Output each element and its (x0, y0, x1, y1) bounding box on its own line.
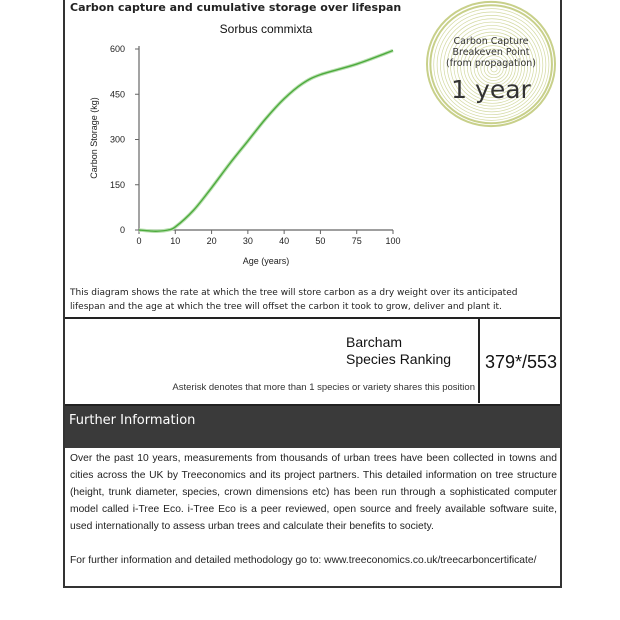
tree-ring (446, 21, 538, 110)
tree-ring (487, 62, 501, 76)
species-ranking: Barcham Species Ranking Asterisk denotes… (65, 317, 560, 403)
further-info-body: Over the past 10 years, measurements fro… (70, 450, 557, 569)
tree-ring (433, 8, 550, 121)
tree-ring (426, 0, 556, 128)
ranking-title: Barcham Species Ranking (346, 334, 451, 368)
x-tick-label: 50 (315, 236, 325, 246)
y-tick-label: 600 (110, 44, 125, 54)
breakeven-badge: Carbon Capture Breakeven Point (from pro… (426, 0, 556, 128)
y-tick-label: 150 (110, 180, 125, 190)
series-line (138, 49, 394, 232)
y-axis-label: Carbon Storage (kg) (89, 97, 99, 179)
ranking-value: 379*/553 (485, 352, 558, 372)
tree-ring (490, 65, 498, 73)
breakeven-value: 1 year (451, 75, 531, 104)
tree-ring (480, 55, 507, 81)
tree-ring (453, 28, 532, 104)
y-tick-label: 450 (110, 89, 125, 99)
tree-ring (436, 11, 547, 118)
breakeven-label-2: Breakeven Point (453, 47, 530, 58)
ranking-title-line1: Barcham (346, 334, 403, 350)
x-tick-label: 100 (385, 236, 400, 246)
carbon-storage-chart: Sorbus commixta Carbon Storage (kg) Age … (89, 22, 401, 266)
tree-ring (456, 31, 528, 101)
x-tick-label: 20 (207, 236, 217, 246)
chart-description: This diagram shows the rate at which the… (70, 288, 518, 312)
tree-ring (429, 4, 553, 125)
certificate-page: Sorbus commixta Carbon Storage (kg) Age … (63, 0, 562, 588)
breakeven-label-1: Carbon Capture (453, 36, 528, 47)
tree-ring (483, 58, 504, 79)
further-info-paragraph: Over the past 10 years, measurements fro… (70, 453, 557, 532)
section-title: Carbon capture and cumulative storage ov… (70, 1, 402, 14)
breakeven-label-3: (from propagation) (446, 58, 536, 69)
series-glow (138, 48, 394, 234)
y-tick-label: 300 (110, 135, 125, 145)
ranking-note: Asterisk denotes that more than 1 specie… (172, 382, 475, 393)
x-tick-label: 75 (352, 236, 362, 246)
tree-ring (440, 15, 544, 116)
tree-ring (460, 35, 525, 98)
x-axis-label: Age (years) (243, 256, 290, 266)
y-tick-label: 0 (120, 225, 125, 235)
tree-ring (443, 18, 541, 113)
ranking-label-cell: Barcham Species Ranking Asterisk denotes… (65, 319, 480, 403)
tree-ring (470, 45, 516, 90)
ranking-title-line2: Species Ranking (346, 351, 452, 367)
tree-ring (477, 51, 510, 84)
tree-ring (450, 25, 535, 107)
x-tick-label: 30 (243, 236, 253, 246)
x-tick-label: 0 (136, 236, 141, 246)
x-tick-label: 40 (279, 236, 289, 246)
tree-ring (473, 48, 513, 87)
x-tick-label: 10 (170, 236, 180, 246)
tree-ring (463, 38, 522, 96)
methodology-link[interactable]: For further information and detailed met… (70, 555, 537, 566)
chart-title: Sorbus commixta (220, 22, 313, 36)
tree-ring (466, 41, 519, 93)
further-info-heading: Further Information (65, 404, 560, 448)
